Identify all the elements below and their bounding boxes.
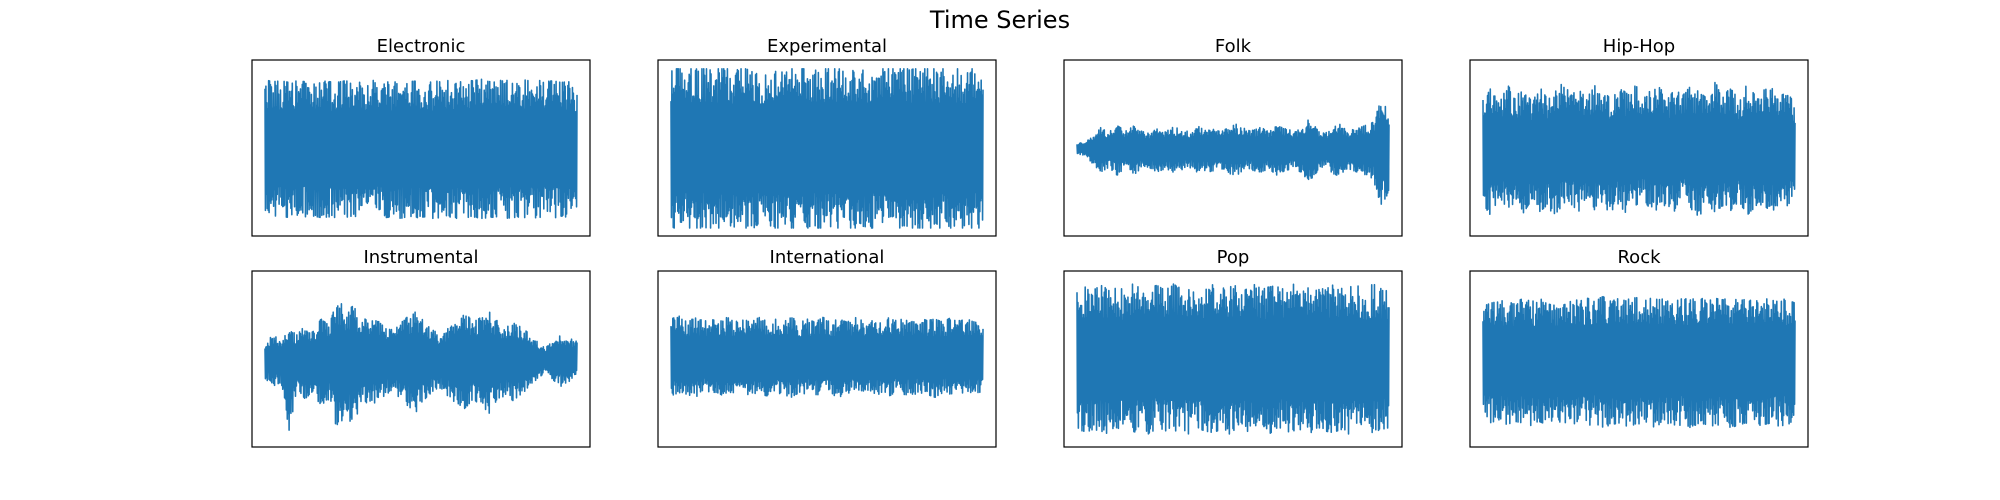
subplot-title-rock: Rock — [1617, 247, 1661, 268]
subplot-title-hip-hop: Hip-Hop — [1603, 36, 1675, 57]
axes-frame-pop — [1063, 270, 1403, 448]
subplot-title-electronic: Electronic — [377, 36, 466, 57]
waveform-line-electronic — [264, 78, 578, 220]
subplot-grid: Electronic Experimental Folk Hip-Hop Instrum… — [251, 36, 1809, 448]
subplot-title-experimental: Experimental — [767, 36, 887, 57]
subplot-hip-hop: Hip-Hop — [1469, 36, 1809, 237]
axes-frame-international — [657, 270, 997, 448]
subplot-title-international: International — [770, 247, 885, 268]
figure-title: Time Series — [929, 6, 1070, 34]
subplot-instrumental: Instrumental — [251, 247, 591, 448]
waveform-line-folk — [1076, 105, 1390, 205]
axes-frame-hip-hop — [1469, 59, 1809, 237]
axes-frame-electronic — [251, 59, 591, 237]
waveform-line-experimental — [670, 68, 984, 229]
subplot-electronic: Electronic — [251, 36, 591, 237]
subplot-international: International — [657, 247, 997, 448]
subplot-title-folk: Folk — [1215, 36, 1252, 57]
waveform-line-rock — [1482, 295, 1796, 429]
subplot-title-instrumental: Instrumental — [363, 247, 478, 268]
axes-frame-rock — [1469, 270, 1809, 448]
axes-frame-folk — [1063, 59, 1403, 237]
subplot-title-pop: Pop — [1217, 247, 1250, 268]
subplot-pop: Pop — [1063, 247, 1403, 448]
waveform-line-hip-hop — [1482, 81, 1796, 216]
waveform-line-international — [670, 315, 984, 399]
waveform-line-instrumental — [264, 303, 578, 431]
waveform-line-pop — [1076, 283, 1390, 435]
axes-frame-instrumental — [251, 270, 591, 448]
subplot-folk: Folk — [1063, 36, 1403, 237]
axes-frame-experimental — [657, 59, 997, 237]
subplot-rock: Rock — [1469, 247, 1809, 448]
subplot-experimental: Experimental — [657, 36, 997, 237]
